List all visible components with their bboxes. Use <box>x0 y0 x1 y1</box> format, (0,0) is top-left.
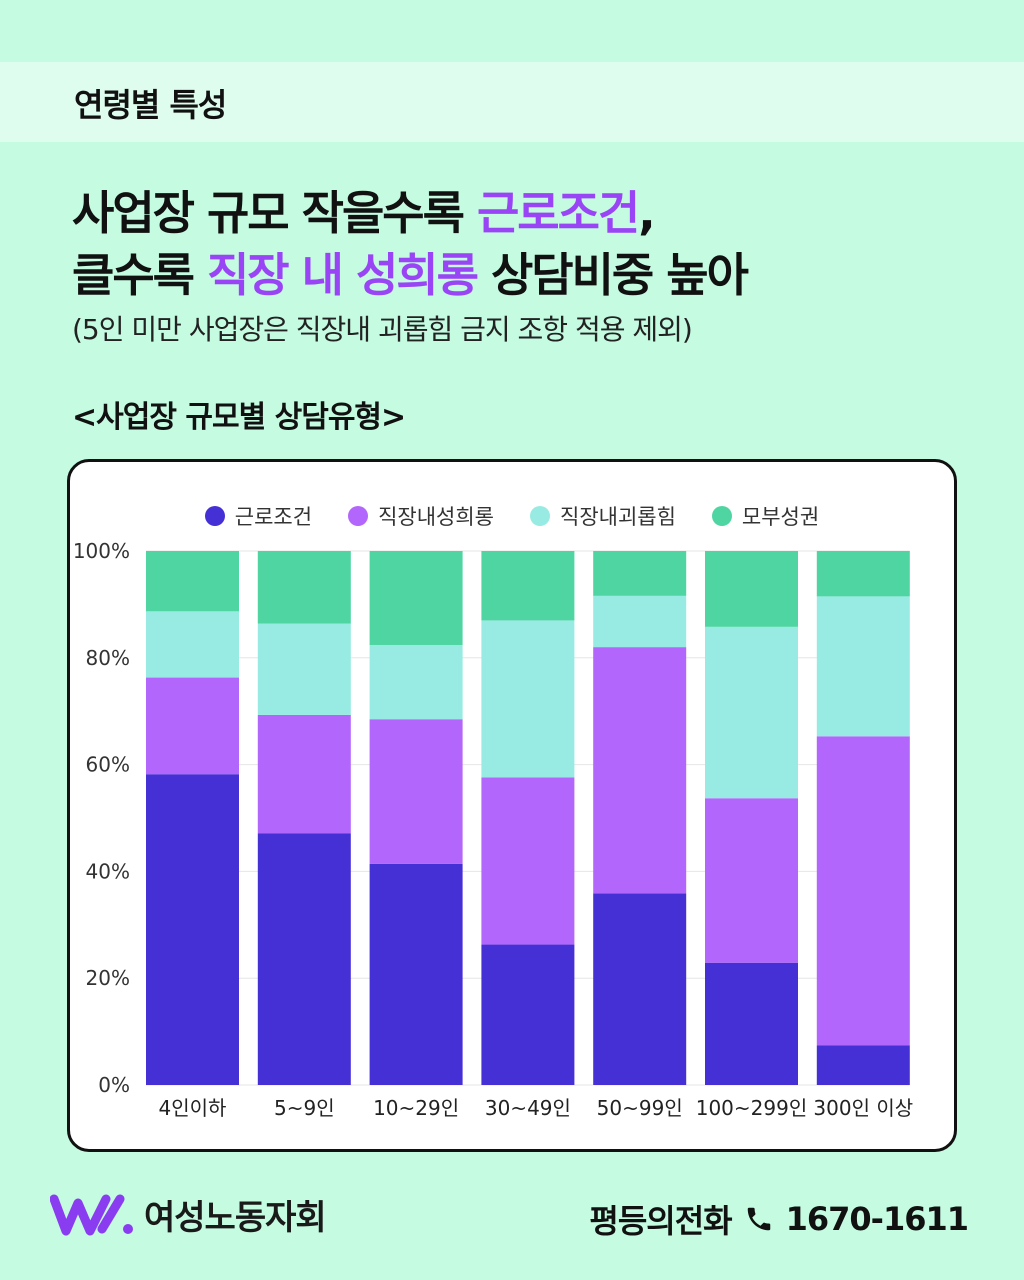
bar-segment <box>257 551 351 624</box>
x-tick-label: 5~9인 <box>274 1096 335 1120</box>
headline-text: 사업장 규모 작을수록 <box>72 186 477 240</box>
legend-label: 모부성권 <box>741 505 820 529</box>
chart-heading: <사업장 규모별 상담유형> <box>72 400 406 435</box>
wave-logo-icon <box>50 1194 133 1235</box>
legend-label: 직장내성희롱 <box>378 505 494 529</box>
bar-segment <box>146 677 239 775</box>
bar-segment <box>816 736 910 1046</box>
org-name: 여성노동자회 <box>144 1198 327 1238</box>
bar-segment <box>705 962 798 1085</box>
headline-text: , <box>638 186 656 240</box>
x-tick-label: 30~49인 <box>485 1096 571 1120</box>
legend-swatch <box>530 506 550 526</box>
legend-swatch <box>204 506 225 526</box>
hotline-label: 평등의전화 <box>589 1202 732 1240</box>
bar-segment <box>481 944 575 1085</box>
legend-item: 모부성권 <box>711 501 820 531</box>
bar-segment <box>481 777 575 945</box>
legend-item: 직장내성희롱 <box>348 501 494 531</box>
legend-label: 직장내괴롭힘 <box>560 505 676 529</box>
chart-legend: 근로조건 직장내성희롱 직장내괴롭힘 모부성권 <box>0 500 1024 532</box>
bar-segment <box>481 620 575 778</box>
bar-segment <box>593 647 687 894</box>
bar-segment <box>257 714 351 834</box>
y-tick-label: 20% <box>86 966 130 990</box>
bar-segment <box>705 626 798 799</box>
bar-segment <box>593 551 687 596</box>
headline-line-2: 클수록 직장 내 성희롱 상담비중 높아 <box>72 244 749 306</box>
bar-segment <box>593 595 687 648</box>
phone-number: 1670-1611 <box>785 1200 969 1238</box>
y-tick-label: 60% <box>86 753 130 777</box>
headline-highlight-sexual-harassment: 직장 내 성희롱 <box>206 248 479 302</box>
headline-text: 클수록 <box>72 248 207 302</box>
bar-segment <box>257 833 351 1085</box>
bar-segment <box>816 551 910 597</box>
bar-segment <box>146 551 239 612</box>
bar-segment <box>481 551 575 621</box>
subnote: (5인 미만 사업장은 직장내 괴롭힘 금지 조항 적용 제외) <box>72 313 693 346</box>
headline-line-1: 사업장 규모 작을수록 근로조건, <box>72 182 747 244</box>
bar-segment <box>146 774 239 1085</box>
bar-segment <box>146 611 239 678</box>
legend-item: 근로조건 <box>204 501 313 531</box>
bar-segment <box>369 719 463 864</box>
y-tick-label: 0% <box>98 1073 130 1097</box>
y-tick-label: 80% <box>86 646 130 670</box>
footer-hotline: 평등의전화 1670-1611 <box>589 1196 969 1242</box>
bar-segment <box>593 893 687 1085</box>
bar-segment <box>369 863 463 1085</box>
bar-segment <box>369 551 463 645</box>
headline-text: 상담비중 높아 <box>476 248 749 302</box>
headline: 사업장 규모 작을수록 근로조건, 클수록 직장 내 성희롱 상담비중 높아 <box>72 182 749 306</box>
bar-segment <box>816 1045 910 1085</box>
x-tick-label: 100~299인 <box>696 1096 808 1120</box>
legend-label: 근로조건 <box>234 505 313 529</box>
y-tick-label: 100% <box>73 539 130 563</box>
phone-icon <box>747 1207 770 1231</box>
legend-item: 직장내괴롭힘 <box>530 501 676 531</box>
x-tick-label: 50~99인 <box>597 1096 683 1120</box>
bar-segment <box>705 798 798 963</box>
footer-logo: 여성노동자회 <box>50 1190 327 1239</box>
headline-highlight-working-conditions: 근로조건 <box>476 186 640 240</box>
y-tick-label: 40% <box>86 859 130 883</box>
bar-segment <box>257 623 351 715</box>
x-tick-label: 10~29인 <box>373 1096 459 1120</box>
section-label: 연령별 특성 <box>74 86 227 124</box>
x-tick-label: 300인 이상 <box>813 1096 913 1120</box>
section-band <box>0 62 1024 142</box>
legend-swatch <box>348 506 369 526</box>
legend-swatch <box>711 506 732 526</box>
bar-segment <box>816 596 910 737</box>
bar-segment <box>705 551 798 627</box>
bar-segment <box>369 644 463 720</box>
x-tick-label: 4인이하 <box>159 1096 227 1120</box>
